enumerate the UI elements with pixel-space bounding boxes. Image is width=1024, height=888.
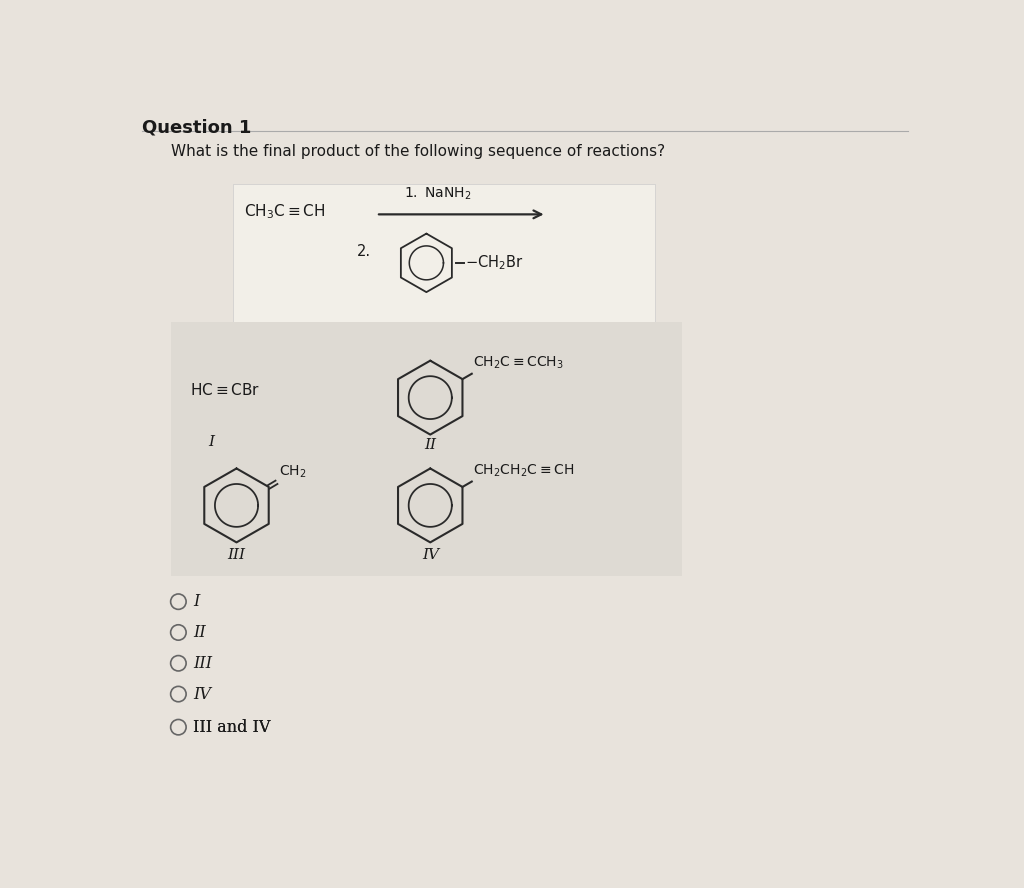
Text: IV: IV xyxy=(194,686,211,702)
Text: $\mathregular{CH_3C{\equiv}CH}$: $\mathregular{CH_3C{\equiv}CH}$ xyxy=(245,202,326,220)
FancyBboxPatch shape xyxy=(232,184,655,353)
Text: $\mathregular{CH_2C{\equiv}CCH_3}$: $\mathregular{CH_2C{\equiv}CCH_3}$ xyxy=(473,355,564,371)
Text: II: II xyxy=(424,439,436,452)
Text: III: III xyxy=(194,654,212,671)
Text: $\mathregular{HC{\equiv}CBr}$: $\mathregular{HC{\equiv}CBr}$ xyxy=(190,382,260,398)
Text: I: I xyxy=(194,593,200,610)
Text: IV: IV xyxy=(422,549,438,562)
Text: III and IV: III and IV xyxy=(194,718,270,735)
Text: $\mathregular{CH_2CH_2C{\equiv}CH}$: $\mathregular{CH_2CH_2C{\equiv}CH}$ xyxy=(473,463,574,480)
Text: 2.: 2. xyxy=(356,244,371,258)
Text: III and IV: III and IV xyxy=(194,718,270,735)
FancyBboxPatch shape xyxy=(171,322,682,576)
Text: What is the final product of the following sequence of reactions?: What is the final product of the followi… xyxy=(171,144,665,159)
Text: I: I xyxy=(209,435,215,449)
Text: $\mathregular{1.\ NaNH_2}$: $\mathregular{1.\ NaNH_2}$ xyxy=(404,186,472,202)
Text: III: III xyxy=(227,549,246,562)
Text: $\mathregular{-CH_2Br}$: $\mathregular{-CH_2Br}$ xyxy=(465,253,524,273)
Text: Question 1: Question 1 xyxy=(142,118,251,136)
Text: $\mathregular{CH_2}$: $\mathregular{CH_2}$ xyxy=(279,464,306,480)
Text: II: II xyxy=(194,624,206,641)
